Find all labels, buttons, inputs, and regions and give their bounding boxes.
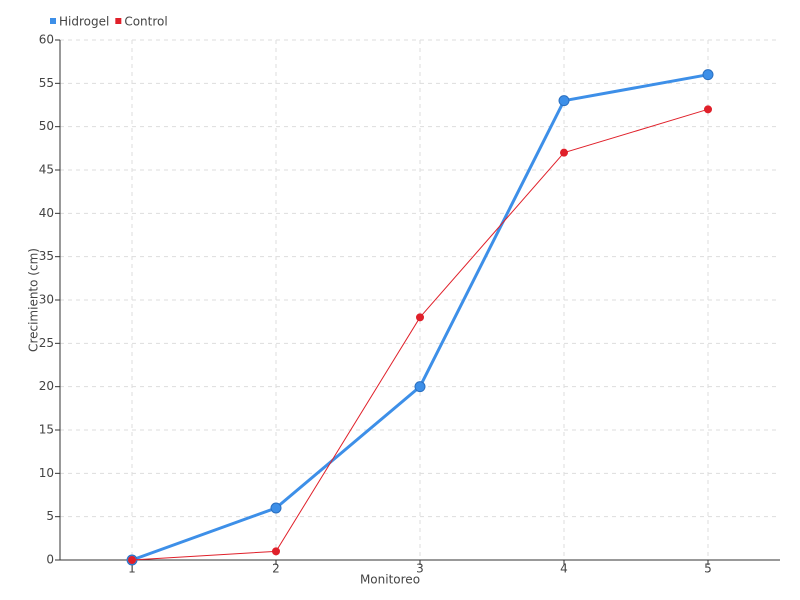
data-point [270,502,282,514]
y-tick-label: 30 [39,293,54,307]
x-tick-label: 2 [272,562,280,576]
x-tick-label: 4 [560,562,568,576]
y-tick-label: 50 [39,119,54,133]
data-point [272,547,280,556]
x-tick-label: 3 [416,562,424,576]
y-tick-label: 45 [39,163,54,177]
data-point [704,105,712,114]
y-axis-label: Crecimiento (cm) [27,248,41,352]
data-point [560,148,568,157]
y-tick-label: 5 [46,509,54,523]
y-tick-label: 40 [39,206,54,220]
data-point [416,313,424,322]
y-tick-label: 20 [39,379,54,393]
x-tick-label: 5 [704,562,712,576]
y-tick-label: 0 [46,553,54,567]
y-tick-label: 25 [39,336,54,350]
legend-label: Hidrogel [59,15,109,29]
data-point [414,381,426,393]
data-point [558,95,570,107]
y-tick-label: 15 [39,423,54,437]
y-tick-label: 60 [39,33,54,47]
legend-label: Control [124,15,167,29]
legend-swatch [115,18,122,24]
y-tick-label: 10 [39,466,54,480]
data-point [702,69,714,81]
x-tick-label: 1 [128,562,136,576]
data-point [128,556,136,564]
legend-swatch [50,18,56,24]
y-tick-label: 35 [39,249,54,263]
y-tick-label: 55 [39,76,54,90]
x-axis-label: Monitoreo [360,573,420,587]
